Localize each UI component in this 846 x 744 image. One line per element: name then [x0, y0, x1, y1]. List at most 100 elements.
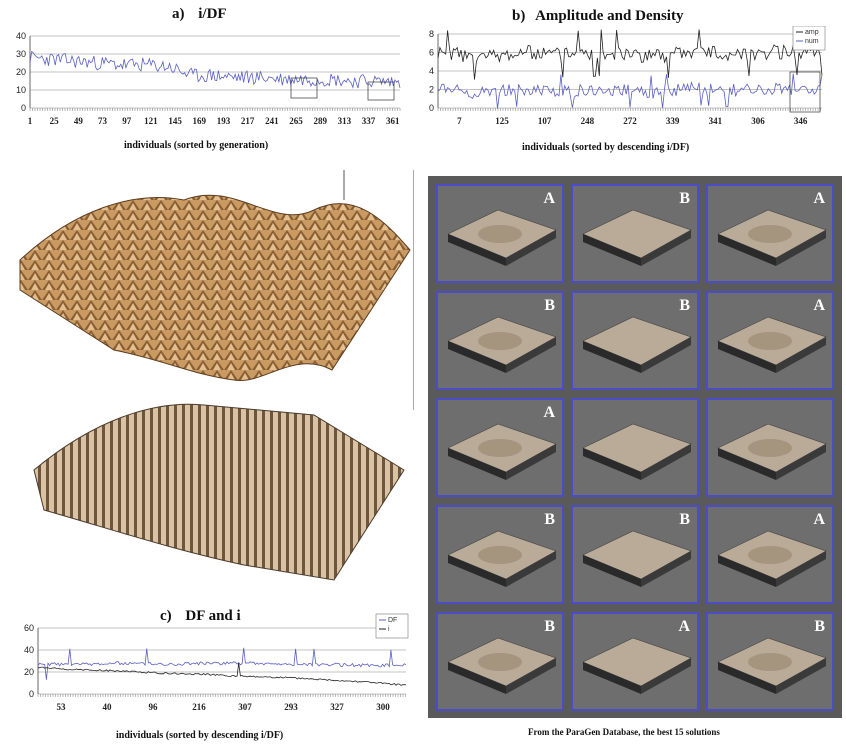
series-line-1 — [37, 662, 407, 686]
surface-thumbnail — [717, 316, 827, 373]
y-tick-label: 20 — [24, 667, 34, 677]
y-tick-label: 8 — [429, 29, 434, 39]
solution-tile: A — [706, 505, 834, 604]
y-tick-label: 6 — [429, 48, 434, 58]
surface-thumbnail — [447, 316, 557, 373]
solution-label: A — [813, 511, 825, 528]
x-tick-label: 53 — [57, 702, 67, 712]
solution-label: B — [544, 511, 555, 528]
solution-tile: A — [571, 612, 699, 711]
x-tick-label: 73 — [98, 116, 108, 126]
x-tick-label: 241 — [265, 116, 279, 126]
x-tick-label: 49 — [74, 116, 84, 126]
y-tick-label: 2 — [429, 85, 434, 95]
series-line-0 — [29, 50, 401, 89]
y-tick-label: 4 — [429, 66, 434, 76]
x-tick-label: 40 — [103, 702, 113, 712]
gallery-caption: From the ParaGen Database, the best 15 s… — [528, 727, 720, 737]
x-tick-label: 361 — [386, 116, 400, 126]
solution-tile: A — [436, 398, 564, 497]
x-tick-label: 265 — [289, 116, 303, 126]
x-tick-label: 339 — [666, 116, 680, 126]
legend-label: DF — [388, 617, 397, 624]
surface-thumbnail — [447, 637, 557, 694]
x-tick-label: 346 — [794, 116, 808, 126]
x-tick-label: 248 — [581, 116, 595, 126]
x-tick-label: 216 — [192, 702, 206, 712]
solution-tile: A — [706, 184, 834, 283]
x-tick-label: 306 — [751, 116, 765, 126]
upper-surface — [19, 194, 411, 381]
y-tick-label: 60 — [24, 623, 34, 633]
surface-thumbnail — [717, 637, 827, 694]
y-tick-label: 0 — [29, 689, 34, 699]
x-tick-label: 337 — [362, 116, 376, 126]
x-tick-label: 125 — [495, 116, 509, 126]
surface-thumbnail — [447, 423, 557, 480]
highlight-box — [789, 71, 821, 113]
x-tick-label: 327 — [330, 702, 344, 712]
y-tick-label: 20 — [16, 67, 26, 77]
chart-a: 0 10 20 30 40 1 25 49 73 97 121 145 169 193 217 241 265 2… — [16, 31, 401, 126]
solution-label: A — [543, 404, 555, 421]
solution-label: A — [813, 190, 825, 207]
chart-b: 0 2 4 6 8 7 125 107 248 272 339 341 306 346 amp num — [429, 26, 826, 126]
solution-tile: B — [436, 505, 564, 604]
solution-tile: B — [571, 505, 699, 604]
solution-label: B — [679, 190, 690, 207]
y-tick-label: 40 — [24, 645, 34, 655]
series-line-0 — [437, 29, 823, 80]
x-tick-label: 97 — [122, 116, 132, 126]
surface-thumbnail — [717, 423, 827, 480]
solution-label: B — [679, 297, 690, 314]
surface-thumbnail — [717, 530, 827, 587]
solution-label: B — [679, 511, 690, 528]
solution-tile: B — [436, 291, 564, 390]
solution-tile: B — [436, 612, 564, 711]
surface-thumbnail — [582, 209, 692, 266]
surface-thumbnail — [582, 316, 692, 373]
x-tick-label: 272 — [623, 116, 637, 126]
series-line-0 — [37, 647, 407, 680]
solution-tile: B — [571, 184, 699, 283]
legend-label: i — [388, 626, 390, 633]
y-tick-label: 30 — [16, 49, 26, 59]
surface-thumbnail — [582, 530, 692, 587]
surface-thumbnail — [447, 530, 557, 587]
y-tick-label: 0 — [429, 103, 434, 113]
y-tick-label: 40 — [16, 31, 26, 41]
x-tick-label: 193 — [217, 116, 231, 126]
solution-label: B — [544, 297, 555, 314]
x-tick-label: 145 — [168, 116, 182, 126]
x-tick-label: 121 — [144, 116, 158, 126]
surface-thumbnail — [582, 423, 692, 480]
panel-b-letter: b) — [512, 8, 526, 24]
x-tick-label: 107 — [538, 116, 552, 126]
legend-label: amp — [805, 29, 819, 36]
panel-a-xlabel: individuals (sorted by generation) — [124, 140, 269, 151]
x-tick-label: 293 — [284, 702, 298, 712]
highlight-box — [290, 77, 318, 99]
lower-surface — [33, 403, 405, 581]
y-tick-label: 10 — [16, 85, 26, 95]
surface-thumbnail — [582, 637, 692, 694]
legend-label: num — [805, 38, 819, 45]
solution-tile: A — [436, 184, 564, 283]
panel-b-xlabel: individuals (sorted by descending i/DF) — [522, 142, 690, 153]
x-tick-label: 313 — [338, 116, 352, 126]
y-tick-label: 0 — [21, 103, 26, 113]
legend-box — [375, 613, 409, 639]
solution-label: B — [814, 618, 825, 635]
x-tick-label: 217 — [241, 116, 255, 126]
solution-tile — [571, 398, 699, 497]
series-line-1 — [437, 73, 823, 109]
surface-thumbnail — [447, 209, 557, 266]
x-tick-label: 341 — [709, 116, 723, 126]
x-tick-label: 1 — [28, 116, 33, 126]
panel-b-title: Amplitude and Density — [535, 8, 684, 24]
x-tick-label: 300 — [376, 702, 390, 712]
panel-a-title: i/DF — [198, 6, 227, 22]
highlight-box — [367, 81, 395, 101]
solution-label: A — [543, 190, 555, 207]
solution-tile — [706, 398, 834, 497]
